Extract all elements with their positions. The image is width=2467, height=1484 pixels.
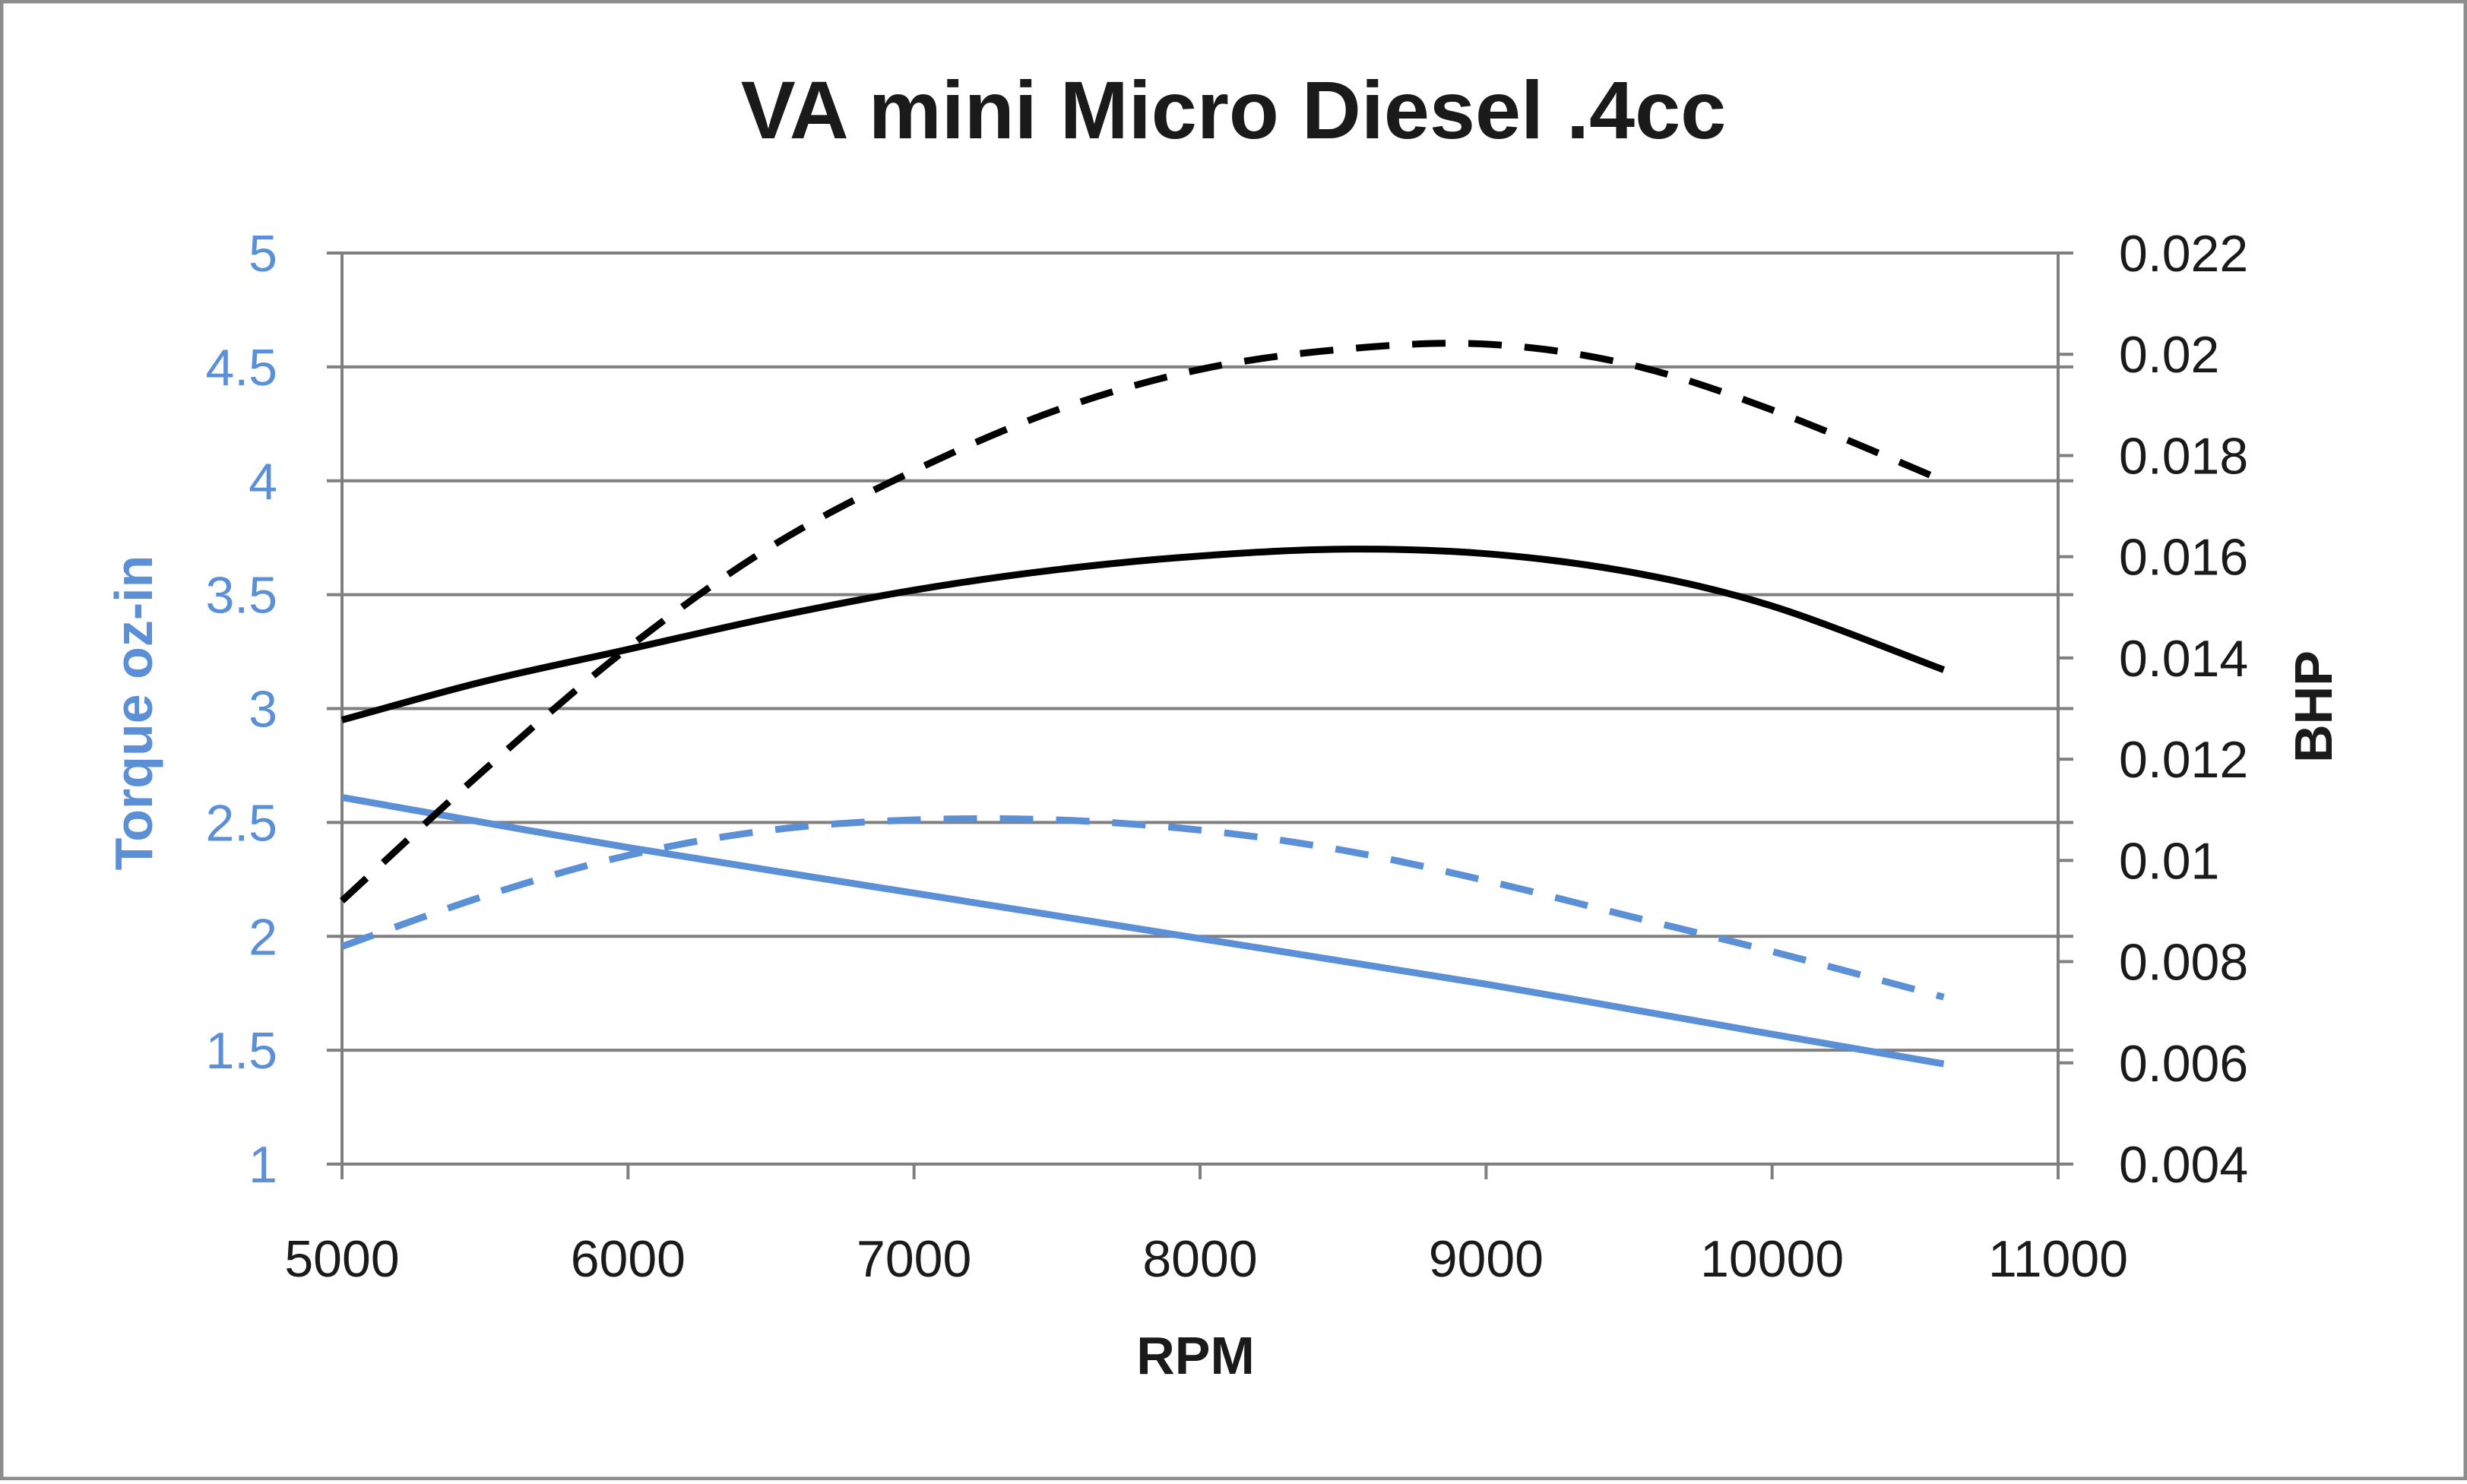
series-bhp-blue-dashed-line: [340, 815, 1945, 1001]
y-left-tick-label-7: 4.5: [205, 339, 277, 397]
y-right-tick-label-9: 0.022: [2119, 225, 2248, 283]
y-axis-left-label: Torque oz-in: [104, 555, 163, 871]
x-tick-label-4: 9000: [1429, 1230, 1544, 1288]
x-axis-label: RPM: [1136, 1326, 1255, 1385]
y-right-tick-label-8: 0.02: [2119, 326, 2219, 384]
y-right-tick-label-3: 0.01: [2119, 832, 2219, 890]
axes: [340, 252, 2073, 1179]
series-torque-blue-solid-line: [341, 793, 1945, 1068]
chart-title: VA mini Micro Diesel .4cc: [741, 64, 1726, 156]
x-tick-label-5: 10000: [1700, 1230, 1844, 1288]
x-tick-label-2: 7000: [857, 1230, 971, 1288]
y-right-tick-label-6: 0.016: [2119, 529, 2248, 587]
y-right-tick-label-5: 0.014: [2119, 630, 2248, 688]
y-right-tick-label-0: 0.004: [2119, 1136, 2248, 1194]
y-right-tick-label-7: 0.018: [2119, 427, 2248, 485]
series-lines: [339, 340, 1946, 1068]
y-right-tick-label-2: 0.008: [2119, 934, 2248, 992]
x-tick-label-1: 6000: [571, 1230, 686, 1288]
x-tick-label-6: 11000: [1988, 1230, 2128, 1288]
y-right-tick-label-1: 0.006: [2119, 1035, 2248, 1093]
tick-labels: 5000 6000 7000 8000 9000 10000 11000 1 1.5 2 2.5 3 3…: [205, 225, 2248, 1288]
y-left-tick-label-5: 3.5: [205, 567, 277, 625]
y-left-tick-label-4: 3: [249, 681, 277, 739]
series-torque-black-solid-line: [340, 546, 1946, 723]
y-left-tick-label-8: 5: [249, 225, 277, 283]
series-bhp-black-dashed-line: [339, 340, 1946, 903]
x-tick-label-0: 5000: [284, 1230, 399, 1288]
y-left-tick-label-0: 1: [249, 1136, 277, 1194]
y-right-tick-label-4: 0.012: [2119, 731, 2248, 789]
y-left-tick-label-6: 4: [249, 453, 277, 511]
gridlines: [327, 252, 2073, 1166]
x-tick-label-3: 8000: [1142, 1230, 1257, 1288]
y-left-tick-label-3: 2.5: [205, 794, 277, 852]
y-left-tick-label-2: 2: [249, 908, 277, 966]
y-axis-right-label: BHP: [2284, 650, 2343, 763]
y-left-tick-label-1: 1.5: [205, 1022, 277, 1080]
